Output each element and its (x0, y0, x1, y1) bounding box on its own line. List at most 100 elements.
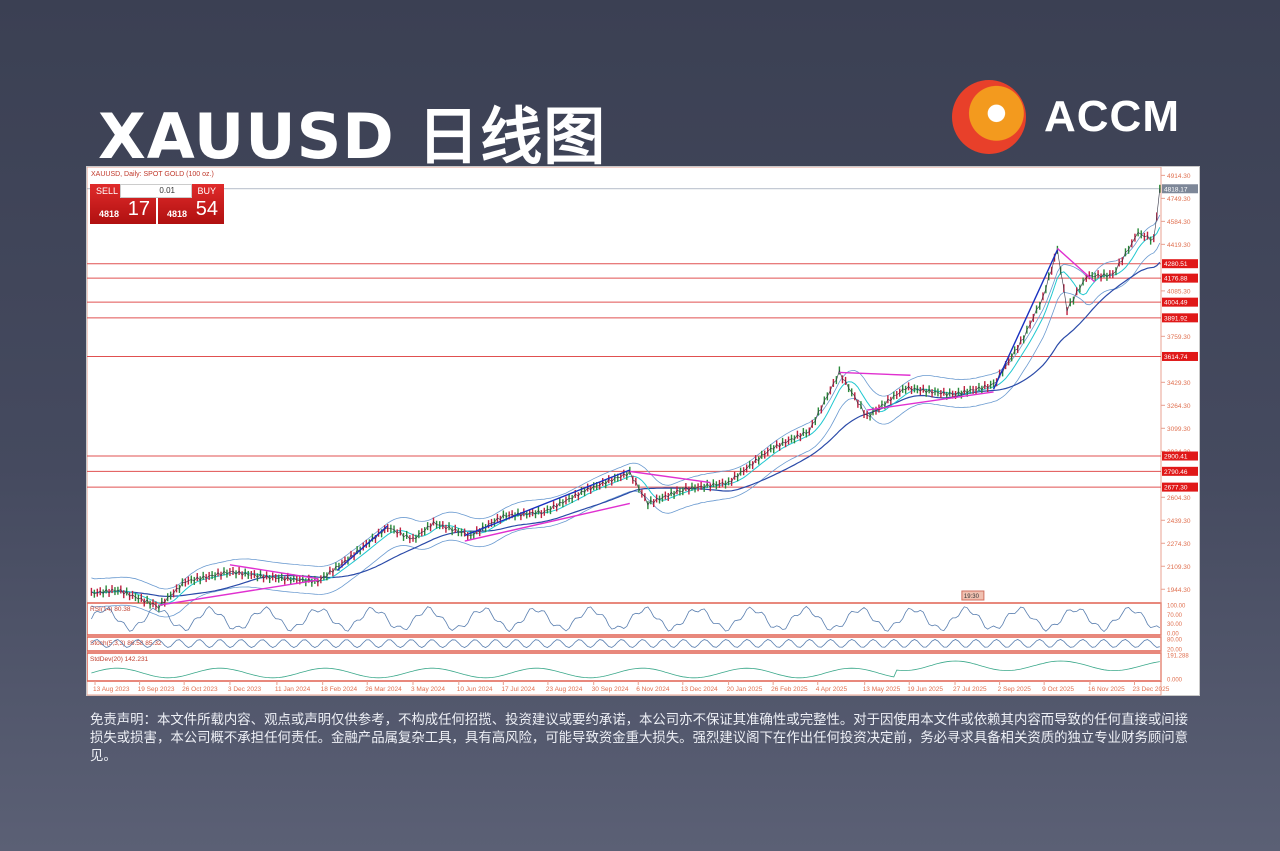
x-tick-label: 30 Sep 2024 (592, 686, 629, 693)
trendline (867, 391, 994, 411)
y-tick-label: 3429.30 (1167, 380, 1191, 387)
current-price-bg (1162, 184, 1198, 194)
indicator-label: Stoch(5,3,3) 86.58 85.32 (90, 640, 162, 647)
symbol-header: XAUUSD, Daily: SPOT GOLD (100 oz.) (91, 171, 214, 178)
time-marker: 19:30 (964, 594, 980, 600)
x-tick-label: 13 Aug 2023 (93, 686, 130, 693)
x-tick-label: 18 Feb 2024 (321, 686, 358, 693)
trendline (158, 579, 318, 606)
price-chart[interactable]: 4914.30 4749.30 4584.30 4419.30 4085.30 3759.… (87, 167, 1201, 697)
lot-size-input[interactable]: 0.01 (120, 184, 192, 198)
y-tick-label: 3099.30 (1167, 426, 1191, 433)
x-tick-label: 17 Jul 2024 (501, 686, 535, 693)
trendline (1056, 247, 1096, 283)
y-tick-label: 2439.30 (1167, 518, 1191, 525)
y-tick-label: 3264.30 (1167, 403, 1191, 410)
one-click-trading: SELL 4818 17 BUY 4818 54 0.01 (90, 184, 226, 224)
level-label: 3891.92 (1164, 315, 1188, 322)
disclaimer: 免责声明：本文件所载内容、观点或声明仅供参考，不构成任何招揽、投资建议或要约承诺… (90, 713, 1189, 764)
sell-price-pips: 17 (127, 198, 150, 220)
y-tick-label: 4085.30 (1167, 288, 1191, 295)
y-tick-label: 4584.30 (1167, 219, 1191, 226)
x-tick-label: 23 Aug 2024 (546, 686, 583, 693)
x-tick-label: 20 Jan 2025 (727, 686, 763, 693)
x-tick-label: 26 Mar 2024 (365, 686, 402, 693)
accm-logo-icon (952, 80, 1026, 154)
x-tick-label: 19 Sep 2023 (138, 686, 175, 693)
indicator-tick-label: 100.00 (1167, 604, 1186, 610)
indicator-pane-0 (87, 602, 1162, 636)
indicator-tick-label: 0.000 (1167, 678, 1183, 684)
x-tick-label: 6 Nov 2024 (636, 686, 670, 693)
indicator-pane-2 (87, 652, 1162, 682)
trendline (229, 564, 318, 580)
level-label-bg (1162, 451, 1198, 461)
y-tick-label: 4749.30 (1167, 196, 1191, 203)
level-label: 2900.41 (1164, 454, 1188, 461)
indicator-tick-label: 0.00 (1167, 632, 1179, 638)
plot-frame (87, 167, 1162, 696)
level-label-bg (1162, 273, 1198, 283)
x-tick-label: 10 Jun 2024 (457, 686, 493, 693)
moving-average-slow (91, 261, 1161, 597)
level-label: 3614.74 (1164, 354, 1188, 361)
level-label-bg (1162, 297, 1198, 307)
x-tick-label: 2 Sep 2025 (998, 686, 1032, 693)
indicator-line (91, 660, 1160, 679)
trendline (336, 525, 389, 571)
brand-logo: ACCM (952, 80, 1180, 154)
x-tick-label: 26 Oct 2023 (182, 686, 218, 693)
y-tick-label: 3759.30 (1167, 334, 1191, 341)
y-tick-label: 2604.30 (1167, 495, 1191, 502)
brand-name: ACCM (1044, 92, 1180, 141)
moving-average-fast (91, 227, 1161, 605)
level-label-bg (1162, 482, 1198, 492)
x-tick-label: 3 Dec 2023 (228, 686, 262, 693)
level-label: 2677.30 (1164, 485, 1188, 492)
indicator-line (91, 639, 1160, 648)
indicator-pane-1 (87, 636, 1162, 652)
page-title: XAUUSD 日线图 (98, 100, 607, 173)
y-tick-label: 2109.30 (1167, 564, 1191, 571)
level-label: 4004.49 (1164, 300, 1188, 307)
bollinger-upper-band (91, 214, 1161, 590)
trendline (629, 470, 711, 484)
indicator-tick-label: 191.288 (1167, 654, 1189, 660)
time-marker-bg (961, 590, 985, 601)
buy-price-pips: 54 (195, 198, 218, 220)
y-tick-label: 1944.30 (1167, 587, 1191, 594)
level-label-bg (1162, 351, 1198, 361)
bollinger-lower-band (91, 242, 1161, 618)
level-label: 4176.88 (1164, 276, 1188, 283)
y-tick-label: 4914.30 (1167, 173, 1191, 180)
trendline (464, 469, 631, 537)
y-tick-label: 2274.30 (1167, 541, 1191, 548)
x-tick-label: 11 Jan 2024 (275, 686, 311, 693)
x-tick-label: 13 Dec 2024 (681, 686, 718, 693)
trendline (992, 249, 1059, 390)
current-price-label: 4818.17 (1164, 186, 1188, 193)
x-tick-label: 4 Apr 2025 (816, 686, 848, 693)
buy-price-prefix: 4818 (167, 209, 188, 219)
trendline (464, 502, 630, 542)
x-tick-label: 19 Jun 2025 (907, 686, 943, 693)
sell-label: SELL (96, 186, 119, 196)
x-tick-label: 3 May 2024 (411, 686, 445, 693)
x-tick-label: 26 Feb 2025 (771, 686, 808, 693)
indicator-label: StdDev(20) 142.231 (90, 656, 149, 663)
level-label: 2790.46 (1164, 469, 1188, 476)
indicator-tick-label: 80.00 (1167, 638, 1183, 644)
trendline (839, 371, 911, 376)
x-tick-label: 9 Oct 2025 (1042, 686, 1074, 693)
indicator-tick-label: 30.00 (1167, 622, 1183, 628)
level-label-bg (1162, 313, 1198, 323)
buy-label: BUY (197, 186, 216, 196)
x-tick-label: 27 Jul 2025 (953, 686, 987, 693)
chart-panel: 4914.30 4749.30 4584.30 4419.30 4085.30 3759.… (86, 166, 1200, 696)
x-tick-label: 16 Nov 2025 (1088, 686, 1125, 693)
x-tick-label: 23 Dec 2025 (1133, 686, 1170, 693)
level-label-bg (1162, 259, 1198, 269)
x-tick-label: 13 May 2025 (863, 686, 901, 693)
indicator-tick-label: 20.00 (1167, 648, 1183, 654)
y-tick-label: 4419.30 (1167, 242, 1191, 249)
